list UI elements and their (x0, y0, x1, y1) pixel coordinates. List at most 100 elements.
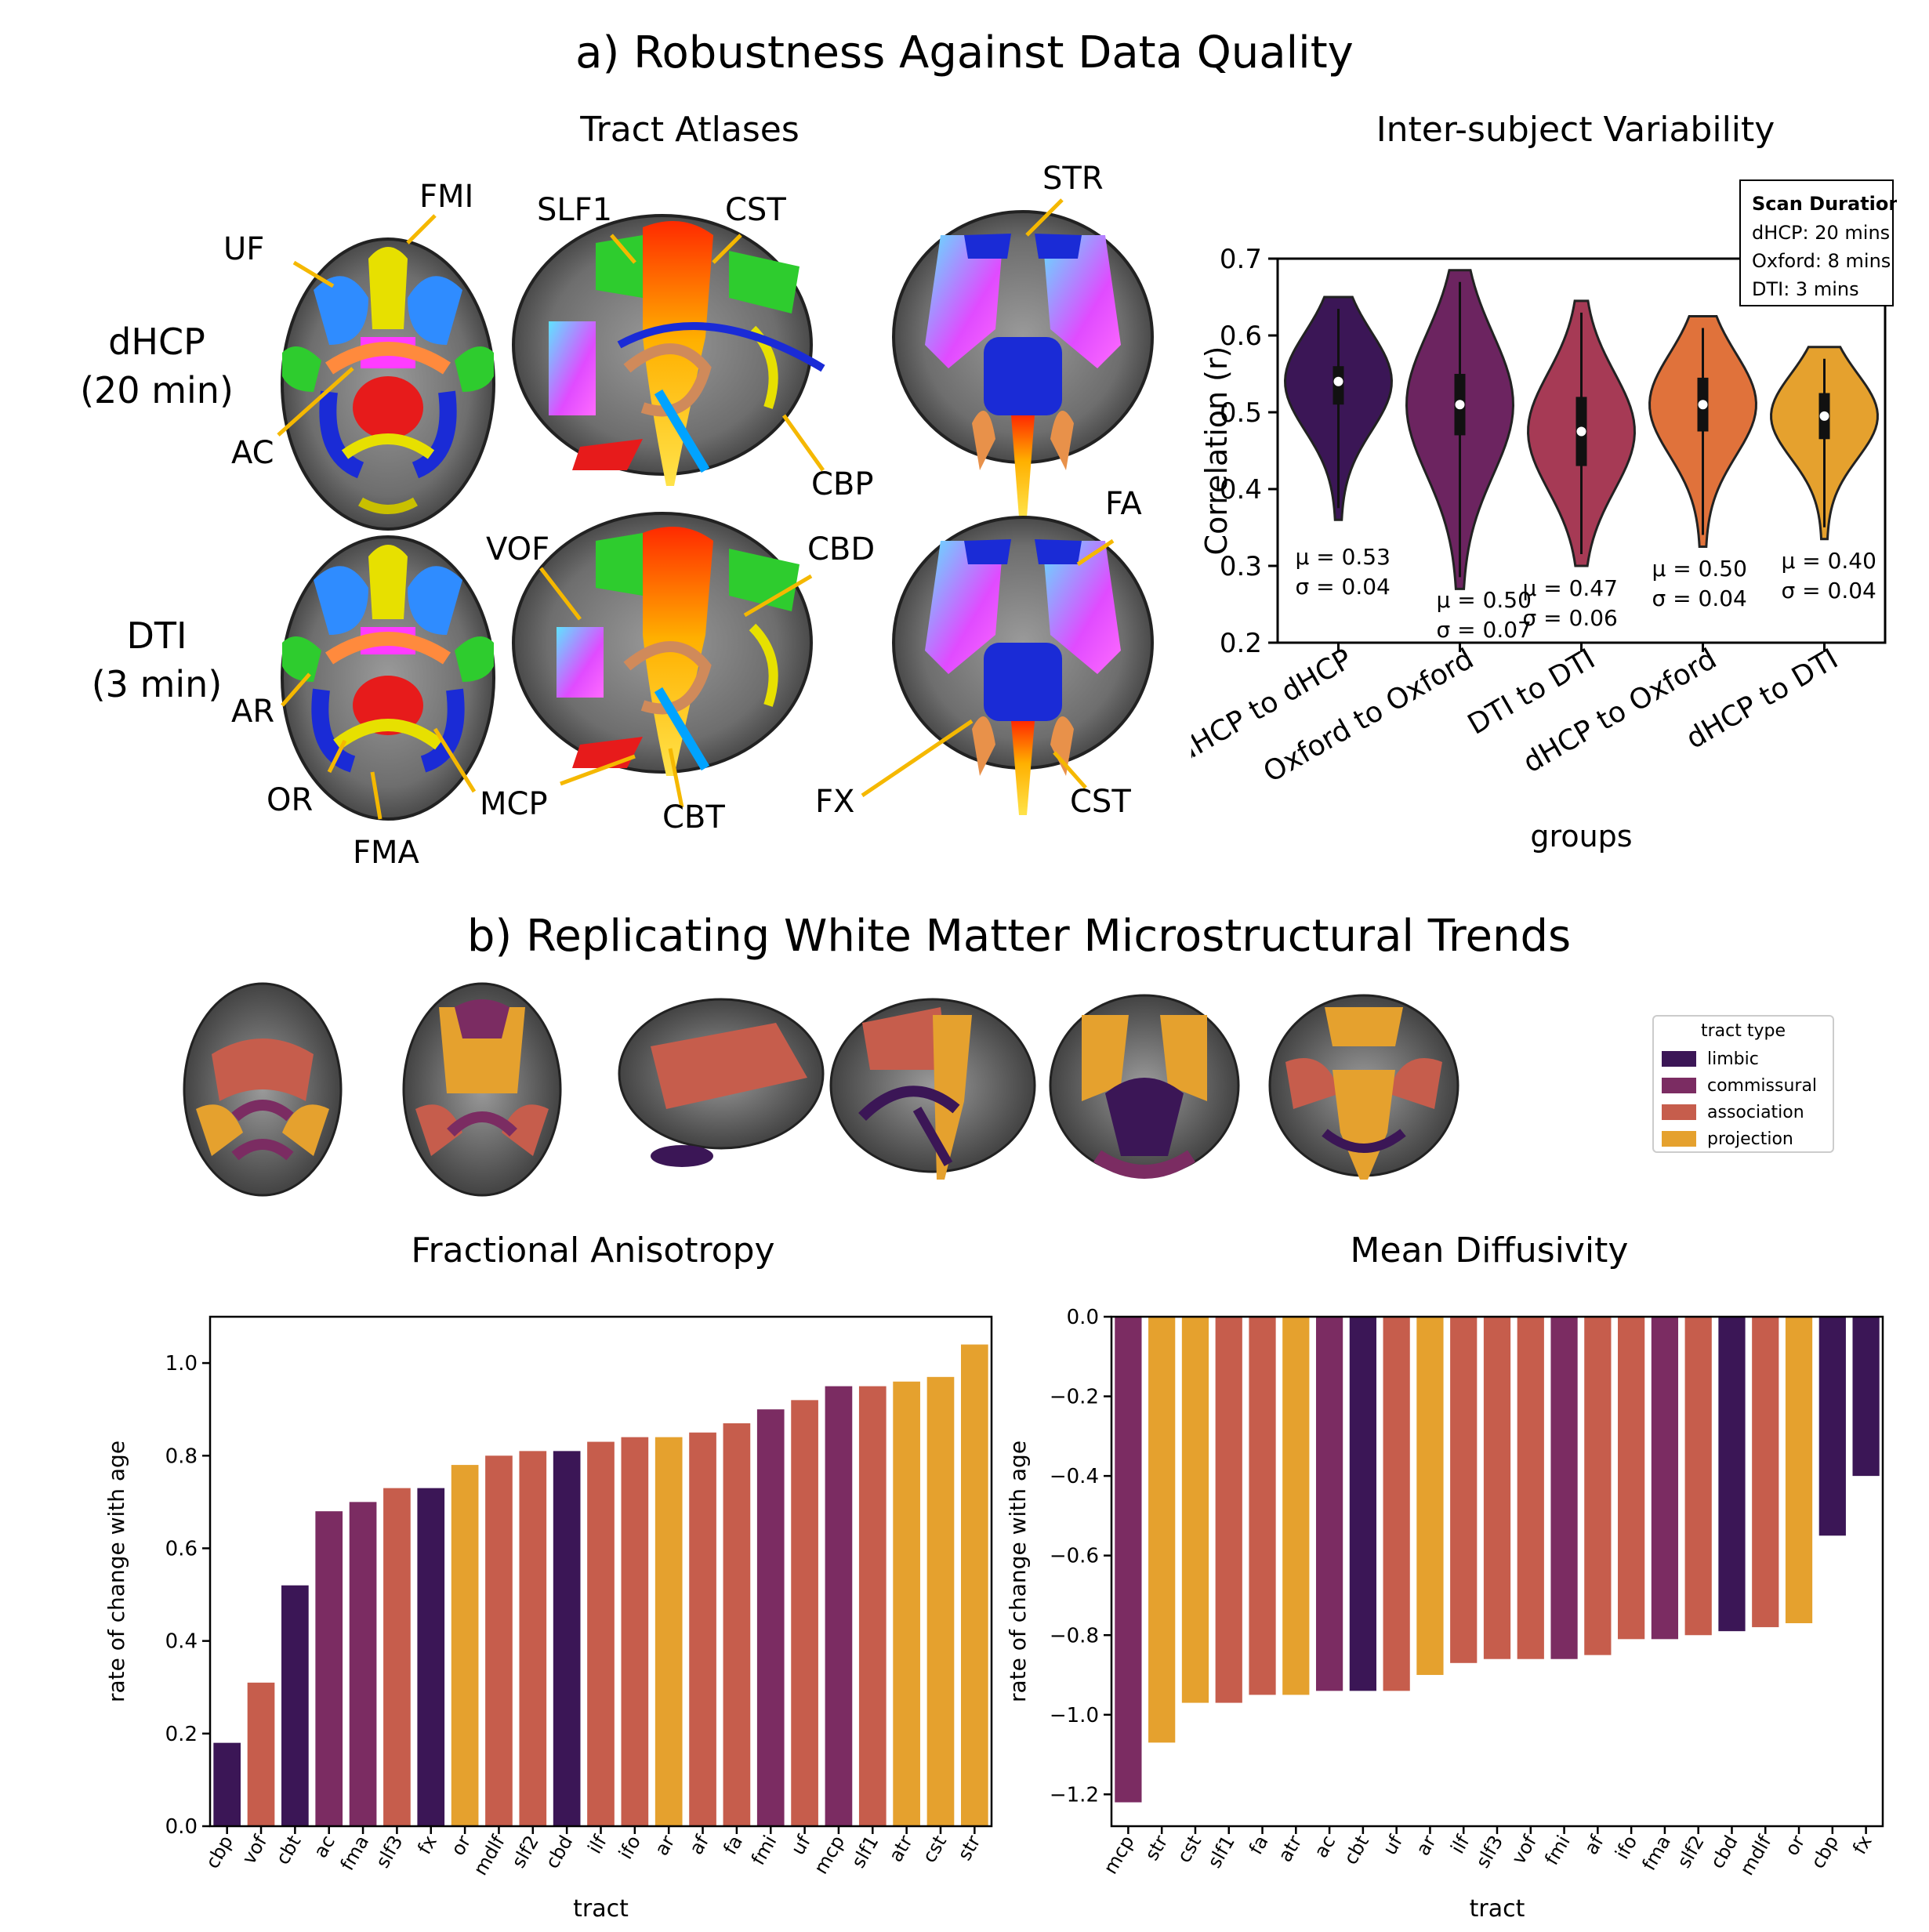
x-tick-label: vof (237, 1832, 271, 1869)
violin-median-point (1819, 411, 1829, 421)
y-tick-label: 0.0 (165, 1815, 198, 1839)
bar (383, 1488, 411, 1826)
legend-item-limbic: limbic (1662, 1046, 1825, 1072)
bar (1181, 1317, 1209, 1703)
x-tick-label: cbt (1340, 1832, 1373, 1869)
x-tick-label: slf2 (1673, 1832, 1709, 1872)
bar (1148, 1317, 1176, 1743)
x-tick-label: ifo (615, 1832, 645, 1863)
bar (553, 1451, 581, 1826)
y-tick-label: −0.4 (1050, 1465, 1099, 1488)
x-tick-label: cst (1173, 1832, 1206, 1866)
tract-label-cbd: CBD (807, 531, 876, 567)
legend-label-association: association (1707, 1102, 1804, 1122)
brain-axial-dhcp (281, 237, 495, 531)
tract-label-mcp: MCP (480, 786, 548, 822)
x-tick-label: fx (413, 1832, 441, 1858)
x-tick-label: ar (651, 1832, 680, 1859)
inset-line: Oxford: 8 mins (1752, 250, 1891, 272)
bar (1584, 1317, 1612, 1655)
y-axis-label: Correlation (r) (1199, 346, 1234, 556)
brain-coronal-dhcp (892, 210, 1154, 517)
x-tick-label: fa (1245, 1832, 1273, 1858)
bar (926, 1376, 955, 1826)
bar (1785, 1317, 1813, 1624)
x-tick-label: slf1 (1203, 1832, 1239, 1872)
tract-label-str: STR (1042, 161, 1104, 197)
bar (1618, 1317, 1645, 1640)
bar (485, 1455, 513, 1826)
y-tick-label: 0.2 (1220, 628, 1262, 659)
inset-line: dHCP: 20 mins (1752, 222, 1890, 244)
legend-label-projection: projection (1707, 1129, 1793, 1149)
x-tick-label: uf (1379, 1832, 1407, 1859)
atlas-title: Tract Atlases (580, 110, 800, 150)
legend-swatch-limbic (1662, 1051, 1696, 1067)
fa-bar-chart: Fractional Anisotropy 0.0 0.2 0.4 0.6 0.8 1.0 c… (103, 1231, 993, 1923)
y-tick-label: 0.3 (1220, 551, 1262, 582)
tract-label-fma: FMA (353, 835, 419, 871)
tract-label-ar: AR (231, 694, 275, 730)
bar (1282, 1317, 1310, 1695)
x-tick-label: ifo (1611, 1832, 1641, 1863)
y-axis-label: rate of change with age (1005, 1441, 1031, 1702)
x-tick-label: fa (719, 1832, 747, 1858)
md-bar-chart: Mean Diffusivity 0.0 −0.2 −0.4 −0.6 −0.8 −1.0 −… (1005, 1231, 1884, 1923)
sigma-label: σ = 0.04 (1782, 578, 1876, 604)
bar (213, 1742, 241, 1826)
bar (893, 1381, 920, 1826)
tract-label-fa: FA (1105, 486, 1142, 522)
y-tick-label: 0.7 (1220, 244, 1262, 275)
y-tick-label: −0.6 (1050, 1545, 1099, 1568)
brain-thumb-2 (402, 982, 562, 1197)
violin-median-point (1576, 426, 1586, 437)
bar (247, 1682, 275, 1826)
tract-label-ac: AC (231, 435, 274, 471)
x-tick-label: str (1140, 1832, 1172, 1865)
chart-title: Mean Diffusivity (1351, 1231, 1629, 1270)
x-tick-label: mcp (1099, 1832, 1138, 1878)
y-tick-label: 1.0 (165, 1352, 198, 1376)
x-tick-label: cbt (271, 1832, 305, 1869)
mu-label: μ = 0.40 (1782, 548, 1876, 574)
tract-label-vof: VOF (486, 531, 550, 567)
y-tick-label: 0.0 (1067, 1306, 1099, 1329)
x-axis-label: groups (1530, 819, 1632, 854)
brain-thumb-3 (618, 998, 825, 1167)
x-tick-label: cbp (1807, 1832, 1843, 1872)
bar (654, 1437, 683, 1826)
bar (621, 1437, 649, 1826)
brain-thumb-6 (1268, 994, 1459, 1180)
row2-label-line1: DTI (126, 614, 187, 657)
bar (960, 1344, 988, 1826)
inset-box (1739, 179, 1894, 306)
x-tick-label: fma (1638, 1832, 1676, 1874)
mu-label: μ = 0.47 (1523, 575, 1618, 601)
x-tick-label: Oxford to Oxford (1258, 643, 1479, 788)
sigma-label: σ = 0.07 (1437, 617, 1532, 643)
section-b-title: b) Replicating White Matter Microstructu… (466, 911, 1572, 962)
bar (1684, 1317, 1712, 1636)
bar (281, 1585, 309, 1826)
sigma-label: σ = 0.04 (1296, 574, 1391, 600)
legend-item-commissural: commissural (1662, 1072, 1825, 1099)
y-axis-label: rate of change with age (103, 1441, 129, 1702)
bar (1550, 1317, 1578, 1659)
bar (723, 1423, 751, 1826)
sigma-label: σ = 0.04 (1652, 585, 1747, 611)
x-tick-label: fx (1848, 1832, 1876, 1858)
y-tick-label: −0.2 (1050, 1386, 1099, 1409)
x-axis-label: tract (1470, 1895, 1525, 1923)
row1-label-line1: dHCP (108, 321, 205, 363)
tract-label-uf: UF (223, 231, 265, 267)
x-tick-label: ilf (584, 1832, 611, 1858)
bar (689, 1432, 716, 1826)
bar (1718, 1317, 1746, 1632)
bar (1315, 1317, 1343, 1691)
chart-title: Fractional Anisotropy (411, 1231, 774, 1270)
bar (791, 1400, 818, 1826)
y-tick-label: 0.5 (1220, 397, 1262, 429)
tract-label-cbt: CBT (662, 799, 725, 836)
tract-label-cst: CST (725, 192, 786, 228)
row2-label: DTI (3 min) (71, 611, 243, 709)
